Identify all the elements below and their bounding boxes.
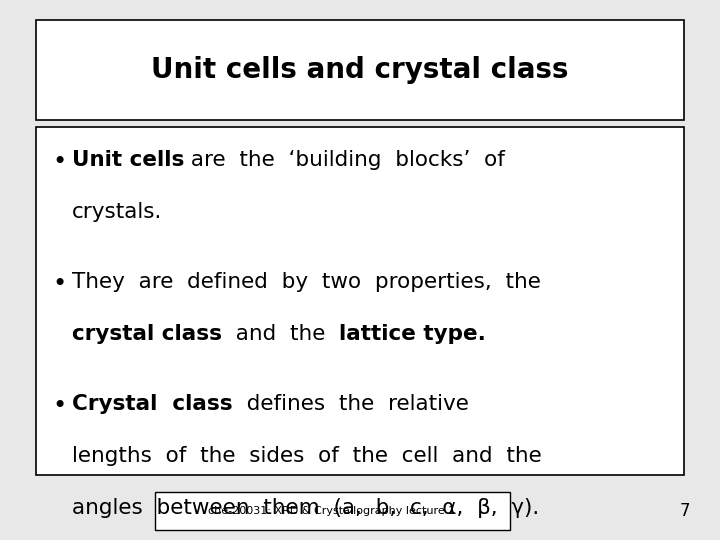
Text: They  are  defined  by  two  properties,  the: They are defined by two properties, the <box>72 272 541 292</box>
Text: lengths  of  the  sides  of  the  cell  and  the: lengths of the sides of the cell and the <box>72 446 541 466</box>
Text: •: • <box>52 150 66 174</box>
Text: crystals.: crystals. <box>72 202 163 222</box>
FancyBboxPatch shape <box>155 492 510 530</box>
Text: •: • <box>52 394 66 418</box>
Text: Unit cells and crystal class: Unit cells and crystal class <box>151 56 569 84</box>
FancyBboxPatch shape <box>36 20 684 120</box>
Text: Unit cells: Unit cells <box>72 150 184 170</box>
Text: angles  between  them  (a,  b,  c,  α,  β,  γ).: angles between them (a, b, c, α, β, γ). <box>72 498 539 518</box>
FancyBboxPatch shape <box>36 127 684 475</box>
Text: •: • <box>52 272 66 296</box>
Text: crystal class: crystal class <box>72 324 222 344</box>
Text: and  the: and the <box>222 324 339 344</box>
Text: che-20031: XRD & Crystallography lecture 1: che-20031: XRD & Crystallography lecture… <box>208 506 456 516</box>
Text: defines  the  relative: defines the relative <box>233 394 469 414</box>
Text: 7: 7 <box>680 502 690 520</box>
Text: lattice type.: lattice type. <box>339 324 486 344</box>
Text: are  the  ‘building  blocks’  of: are the ‘building blocks’ of <box>184 150 505 170</box>
Text: Crystal  class: Crystal class <box>72 394 233 414</box>
